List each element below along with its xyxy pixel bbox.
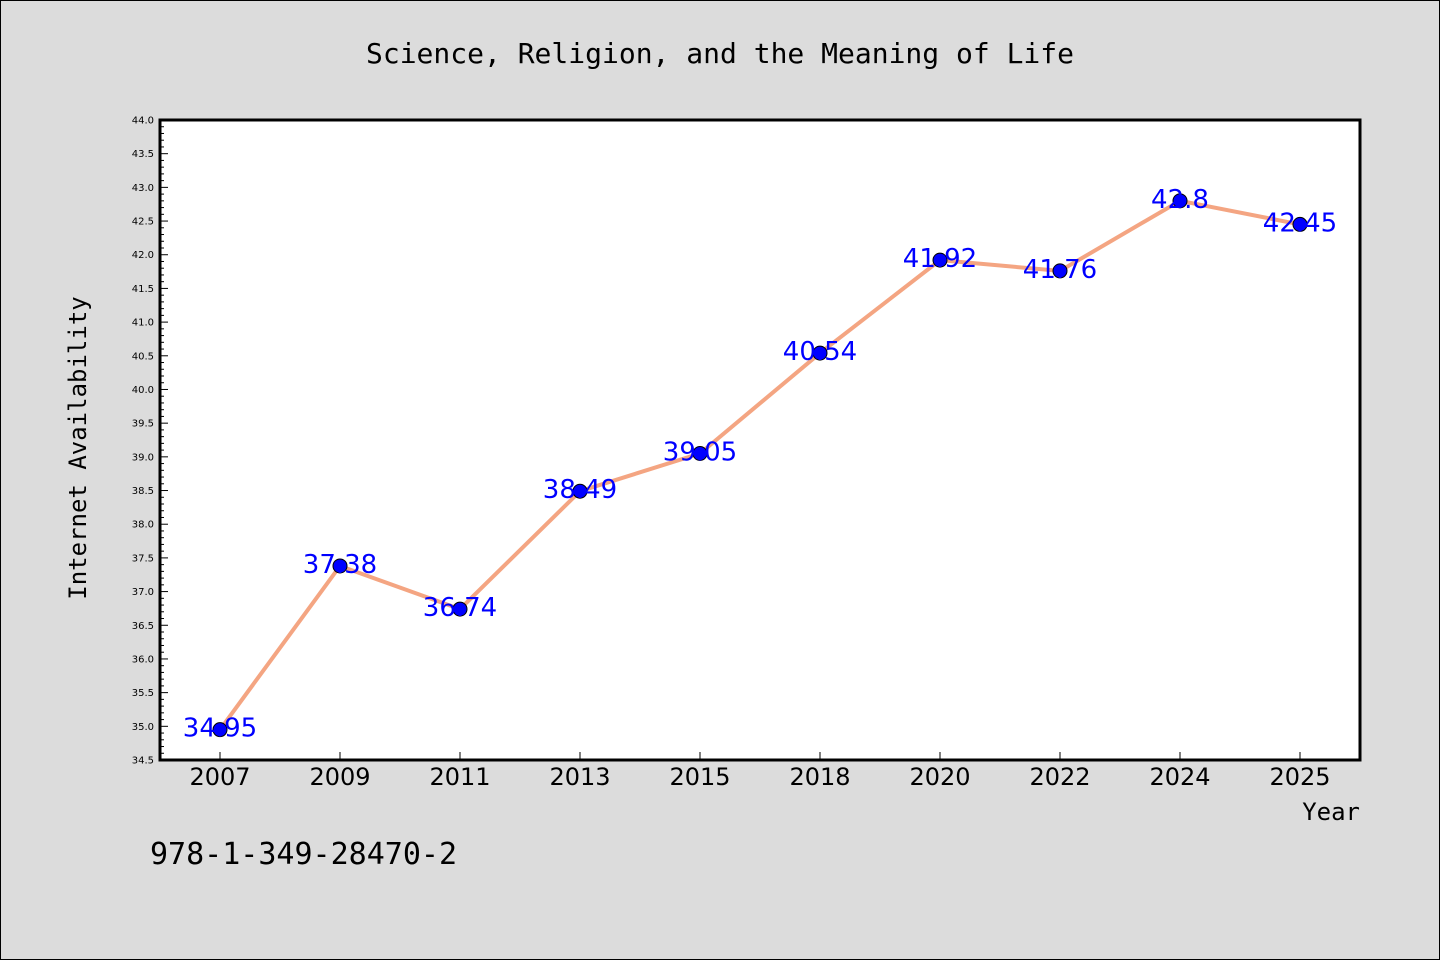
y-tick-label: 42.0 <box>132 250 154 261</box>
y-tick-label: 35.5 <box>132 688 154 699</box>
data-point <box>1052 263 1068 279</box>
series-line <box>218 198 1301 731</box>
x-tick-label: 2011 <box>429 763 490 791</box>
data-point <box>1172 193 1188 209</box>
y-tick-label: 38.0 <box>132 520 154 531</box>
chart-title: Science, Religion, and the Meaning of Li… <box>366 37 1074 70</box>
x-tick-label: 2018 <box>789 763 850 791</box>
x-tick-label: 2013 <box>549 763 610 791</box>
data-label: 36.74 <box>423 593 497 623</box>
y-tick-label: 34.5 <box>132 756 154 767</box>
y-tick-label: 36.0 <box>132 654 154 665</box>
y-tick-label: 36.5 <box>132 621 154 632</box>
y-axis: 34.5 35.0 35.5 36.0 36.5 37.0 37.5 38.0 38.5 39.0… <box>132 116 168 767</box>
data-label: 42.45 <box>1263 208 1337 238</box>
x-axis-label: Year <box>1302 798 1360 826</box>
series-layer <box>212 193 1308 738</box>
x-axis: 2007 2009 2011 2013 2015 2018 2020 2022 2024 2025 <box>189 752 1331 791</box>
x-tick-label: 2009 <box>309 763 370 791</box>
x-tick-label: 2022 <box>1029 763 1090 791</box>
plot-area <box>158 118 1362 762</box>
y-axis-label: Internet Availability <box>64 296 92 599</box>
data-label: 41.76 <box>1023 255 1097 285</box>
data-point <box>212 722 228 738</box>
data-label: 38.49 <box>543 475 617 505</box>
data-point <box>812 345 828 361</box>
data-label: 34.95 <box>183 714 257 744</box>
x-tick-label: 2007 <box>189 763 250 791</box>
y-tick-label: 41.5 <box>132 284 154 295</box>
y-tick-label: 37.0 <box>132 587 154 598</box>
data-point <box>1292 216 1308 232</box>
y-tick-label: 39.5 <box>132 419 154 430</box>
data-point <box>332 558 348 574</box>
isbn-annotation: 978-1-349-28470-2 <box>150 837 457 872</box>
y-tick-label: 37.5 <box>132 553 154 564</box>
y-tick-label: 39.0 <box>132 452 154 463</box>
y-tick-label: 38.5 <box>132 486 154 497</box>
y-tick-label: 40.0 <box>132 385 154 396</box>
x-tick-label: 2020 <box>909 763 970 791</box>
x-tick-label: 2015 <box>669 763 730 791</box>
y-tick-label: 41.0 <box>132 318 154 329</box>
data-point <box>932 252 948 268</box>
y-tick-label: 43.5 <box>132 149 154 160</box>
x-tick-label: 2025 <box>1269 763 1330 791</box>
x-tick-label: 2024 <box>1149 763 1210 791</box>
data-label-layer: 34.95 37.38 36.74 38.49 39.05 40.54 41.92 41.76… <box>183 185 1337 744</box>
data-label: 41.92 <box>903 244 977 274</box>
data-label: 37.38 <box>303 550 377 580</box>
data-point <box>452 601 468 617</box>
y-tick-label: 42.5 <box>132 217 154 228</box>
data-label: 42.8 <box>1151 185 1209 215</box>
data-point <box>572 483 588 499</box>
y-tick-label: 43.0 <box>132 183 154 194</box>
data-point <box>692 445 708 461</box>
data-label: 39.05 <box>663 437 737 467</box>
data-label: 40.54 <box>783 337 857 367</box>
y-tick-label: 40.5 <box>132 351 154 362</box>
y-tick-label: 35.0 <box>132 722 154 733</box>
y-tick-label: 44.0 <box>132 116 154 127</box>
